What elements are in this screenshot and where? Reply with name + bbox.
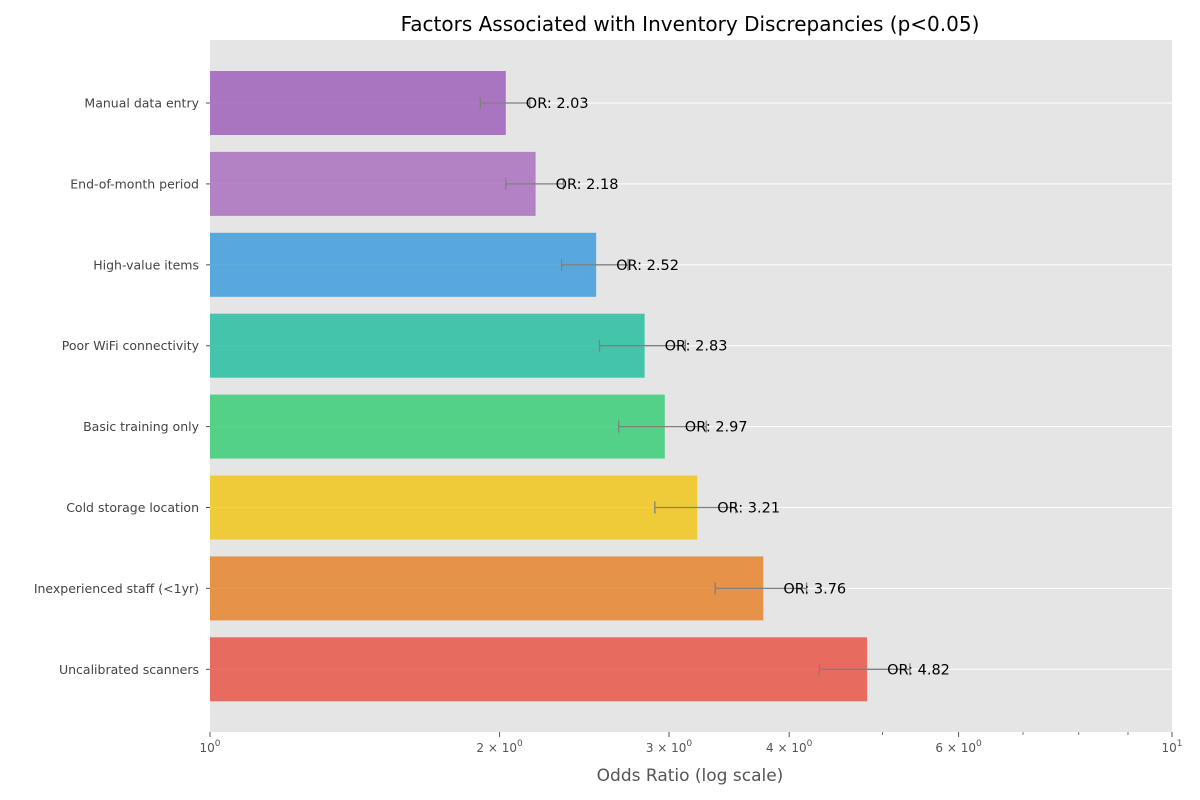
error-bar xyxy=(479,97,531,109)
bar xyxy=(210,71,506,135)
chart-title: Factors Associated with Inventory Discre… xyxy=(401,12,980,36)
bar xyxy=(210,313,645,378)
x-axis: 100 2 × 100 3 × 100 4 × 100 6 × 100 101 xyxy=(199,732,1183,755)
x-tick-label: 6 × 100 xyxy=(935,739,982,755)
data-label: OR: 2.18 xyxy=(556,177,619,193)
error-bar xyxy=(818,663,911,676)
data-label: OR: 2.97 xyxy=(685,420,748,436)
bar xyxy=(210,151,536,216)
x-tick-label: 2 × 100 xyxy=(476,739,523,755)
bars xyxy=(210,71,868,702)
x-axis-title: Odds Ratio (log scale) xyxy=(597,766,784,786)
error-bar xyxy=(654,501,737,514)
bar xyxy=(210,394,665,459)
bar xyxy=(210,232,597,297)
error-bar xyxy=(714,582,808,595)
data-label: OR: 3.21 xyxy=(717,501,780,517)
data-label: OR: 2.83 xyxy=(665,339,728,355)
bar xyxy=(210,475,698,540)
category-label: Cold storage location xyxy=(66,500,199,515)
x-tick-label: 4 × 100 xyxy=(766,739,813,755)
bar xyxy=(210,556,764,621)
x-tick-label: 3 × 100 xyxy=(646,739,693,755)
error-bar xyxy=(505,177,565,190)
error-bar xyxy=(560,258,629,271)
data-label: OR: 3.76 xyxy=(783,581,846,597)
category-label: End-of-month period xyxy=(70,176,199,191)
bar xyxy=(210,637,868,702)
x-tick-label: 100 xyxy=(199,739,220,755)
category-label: Inexperienced staff (<1yr) xyxy=(34,581,199,596)
error-bar xyxy=(598,339,687,352)
error-bars xyxy=(479,97,911,676)
category-label: Manual data entry xyxy=(84,96,199,111)
category-label: High-value items xyxy=(93,257,199,272)
y-axis: Manual data entry End-of-month period High… xyxy=(34,96,210,677)
category-label: Poor WiFi connectivity xyxy=(62,338,200,353)
data-labels: OR: 2.03 OR: 2.18 OR: 2.52 OR: 2.83 OR: 2.97… xyxy=(526,96,950,678)
x-tick-label: 101 xyxy=(1161,739,1182,755)
category-label: Uncalibrated scanners xyxy=(59,662,199,677)
data-label: OR: 2.03 xyxy=(526,96,589,112)
error-bar xyxy=(618,420,707,433)
data-label: OR: 2.52 xyxy=(616,258,679,274)
category-label: Basic training only xyxy=(83,419,200,434)
plot-area xyxy=(210,40,1172,732)
data-label: OR: 4.82 xyxy=(887,662,950,678)
